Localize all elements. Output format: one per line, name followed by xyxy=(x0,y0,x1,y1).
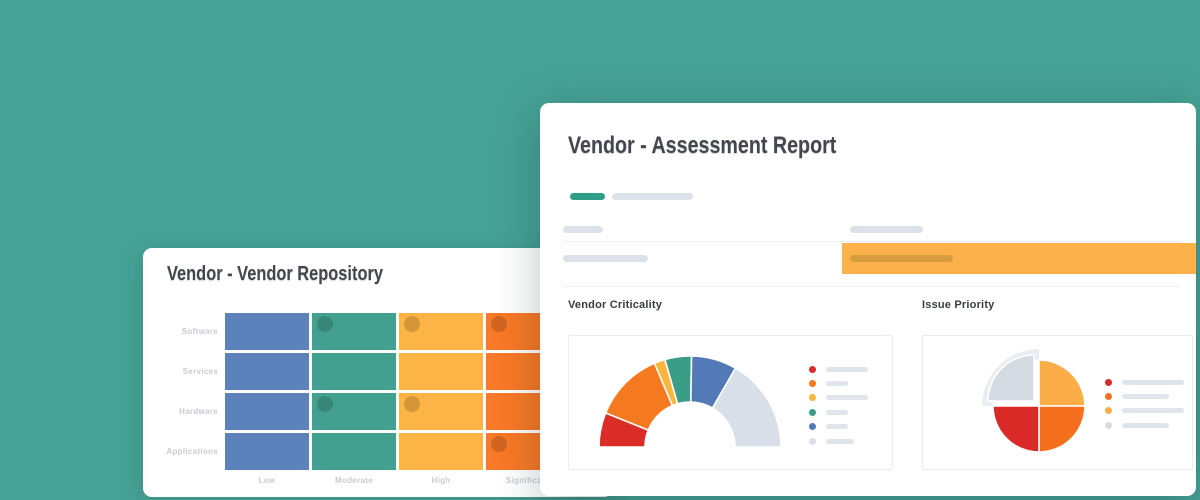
matrix-marker-dot xyxy=(491,316,507,332)
legend-skeleton-label xyxy=(826,381,848,387)
matrix-cell-applications-low[interactable] xyxy=(225,433,309,470)
issue-priority-header: Issue Priority xyxy=(922,299,995,311)
row-divider xyxy=(563,286,1180,287)
legend-skeleton-label xyxy=(1122,422,1169,428)
vendor-criticality-gauge-chart xyxy=(598,355,782,448)
matrix-column-label: Moderate xyxy=(335,476,373,485)
matrix-marker-dot xyxy=(317,396,333,412)
gauge-legend xyxy=(809,362,868,448)
matrix-marker-dot xyxy=(317,316,333,332)
legend-dot xyxy=(1105,421,1112,429)
legend-dot xyxy=(809,365,816,373)
matrix-row-label: Hardware xyxy=(179,407,218,416)
legend-dot xyxy=(1105,407,1112,415)
skeleton-pill xyxy=(612,193,693,200)
legend-item[interactable] xyxy=(809,434,868,448)
pie-slice-1[interactable] xyxy=(1038,359,1086,407)
legend-skeleton-label xyxy=(826,409,848,415)
matrix-cell-services-high[interactable] xyxy=(399,353,483,390)
matrix-column-labels: Low Moderate High Significant xyxy=(225,476,570,485)
matrix-cell-software-high[interactable] xyxy=(399,313,483,350)
legend-item[interactable] xyxy=(809,376,868,390)
vendor-criticality-header: Vendor Criticality xyxy=(568,299,663,311)
pie-slice-4[interactable] xyxy=(987,354,1035,402)
matrix-cell-services-low[interactable] xyxy=(225,353,309,390)
row-divider xyxy=(563,241,1180,242)
legend-dot xyxy=(809,408,816,416)
legend-item[interactable] xyxy=(809,420,868,434)
legend-dot xyxy=(809,437,816,445)
matrix-marker-dot xyxy=(404,316,420,332)
pie-legend xyxy=(1105,375,1184,433)
legend-item[interactable] xyxy=(1105,389,1184,403)
assessment-card-title: Vendor - Assessment Report xyxy=(568,132,837,159)
legend-item[interactable] xyxy=(1105,404,1184,418)
matrix-cell-hardware-moderate[interactable] xyxy=(312,393,396,430)
matrix-cell-services-moderate[interactable] xyxy=(312,353,396,390)
legend-skeleton-label xyxy=(1122,408,1184,414)
matrix-row-label: Services xyxy=(182,367,218,376)
legend-item[interactable] xyxy=(809,391,868,405)
skeleton-pill xyxy=(850,255,953,262)
legend-dot xyxy=(809,394,816,402)
gauge-segment-6[interactable] xyxy=(711,367,782,448)
legend-item[interactable] xyxy=(1105,418,1184,432)
matrix-column-label: Low xyxy=(258,476,276,485)
legend-item[interactable] xyxy=(809,362,868,376)
legend-item[interactable] xyxy=(1105,375,1184,389)
matrix-marker-dot xyxy=(404,396,420,412)
legend-skeleton-label xyxy=(826,424,848,430)
repository-card-title: Vendor - Vendor Repository xyxy=(167,263,383,285)
issue-priority-pie-chart xyxy=(982,349,1086,453)
legend-dot xyxy=(1105,393,1112,401)
matrix-column-label: Significant xyxy=(505,476,551,485)
issue-priority-chart-panel xyxy=(922,335,1193,470)
matrix-cell-hardware-high[interactable] xyxy=(399,393,483,430)
legend-item[interactable] xyxy=(809,405,868,419)
legend-skeleton-label xyxy=(826,438,854,444)
matrix-cell-applications-moderate[interactable] xyxy=(312,433,396,470)
pie-slice-3[interactable] xyxy=(992,405,1040,453)
skeleton-pill xyxy=(850,226,923,233)
matrix-row-label: Software xyxy=(181,327,218,336)
matrix-row-label: Applications xyxy=(166,447,218,456)
matrix-cell-software-moderate[interactable] xyxy=(312,313,396,350)
pie-slice-2[interactable] xyxy=(1038,405,1086,453)
skeleton-pill xyxy=(563,226,603,233)
legend-dot xyxy=(1105,378,1112,386)
legend-skeleton-label xyxy=(1122,379,1184,385)
matrix-cell-applications-high[interactable] xyxy=(399,433,483,470)
legend-skeleton-label xyxy=(826,395,868,401)
highlighted-table-row[interactable] xyxy=(842,243,1196,274)
accent-skeleton-pill xyxy=(570,193,605,200)
legend-dot xyxy=(809,380,816,388)
legend-skeleton-label xyxy=(1122,394,1169,400)
assessment-report-card: Vendor - Assessment Report Vendor Critic… xyxy=(540,103,1196,496)
vendor-risk-matrix xyxy=(225,313,570,470)
matrix-row-labels: Software Services Hardware Applications xyxy=(143,313,218,473)
matrix-cell-software-low[interactable] xyxy=(225,313,309,350)
legend-dot xyxy=(809,423,816,431)
vendor-criticality-chart-panel xyxy=(568,335,893,470)
matrix-column-label: High xyxy=(431,476,451,485)
legend-skeleton-label xyxy=(826,366,868,372)
matrix-cell-hardware-low[interactable] xyxy=(225,393,309,430)
matrix-marker-dot xyxy=(491,436,507,452)
skeleton-pill xyxy=(563,255,648,262)
